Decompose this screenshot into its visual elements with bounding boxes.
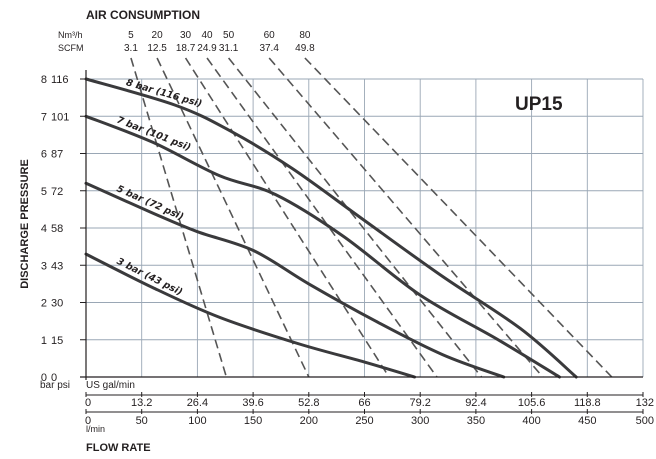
y-tick-label-bar: 1: [41, 335, 47, 347]
y-tick-label-psi: 30: [51, 298, 63, 310]
x-tick-label-gal: 92.4: [465, 397, 486, 409]
x-tick-label-gal: 118.8: [574, 397, 601, 409]
scfm-tick-24.9: 24.9: [197, 43, 217, 54]
nm3h-tick-60: 60: [264, 30, 276, 41]
curve-label-2: 5 bar (72 psi): [115, 183, 185, 222]
air-consumption-line-50: [229, 58, 482, 377]
x-tick-label-lmin: 450: [578, 415, 596, 427]
scfm-tick-49.8: 49.8: [295, 43, 315, 54]
scfm-label: SCFM: [58, 43, 84, 53]
x-tick-label-lmin: 350: [467, 415, 485, 427]
y-tick-label-bar: 5: [41, 186, 47, 198]
x-axis-title: FLOW RATE: [86, 442, 151, 454]
pressure-curve-1: [86, 116, 560, 377]
x-tick-label-gal: 132: [636, 397, 654, 409]
scfm-tick-12.5: 12.5: [147, 43, 167, 54]
y-tick-label-bar: 7: [41, 111, 47, 123]
nm3h-tick-50: 50: [223, 30, 235, 41]
y-tick-label-psi: 101: [51, 111, 69, 123]
bar-psi-label: bar psi: [40, 380, 70, 391]
gal-unit-label: US gal/min: [86, 380, 135, 391]
nm3h-tick-20: 20: [152, 30, 164, 41]
x-tick-label-gal: 26.4: [187, 397, 208, 409]
x-tick-label-lmin: 300: [411, 415, 429, 427]
y-tick-label-bar: 6: [41, 149, 47, 161]
y-tick-label-bar: 8: [41, 74, 47, 86]
air-consumption-line-60: [269, 58, 543, 377]
scfm-tick-18.7: 18.7: [176, 43, 196, 54]
x-tick-label-gal: 79.2: [409, 397, 430, 409]
x-tick-label-lmin: 400: [522, 415, 540, 427]
y-tick-label-bar: 4: [41, 223, 47, 235]
y-tick-label-psi: 72: [51, 186, 63, 198]
scfm-tick-3.1: 3.1: [124, 43, 138, 54]
x-tick-label-gal: 0: [85, 397, 91, 409]
air-consumption-title: AIR CONSUMPTION: [86, 8, 200, 22]
scfm-tick-31.1: 31.1: [219, 43, 239, 54]
x-tick-label-gal: 52.8: [298, 397, 319, 409]
nm3h-tick-40: 40: [201, 30, 213, 41]
x-tick-label-lmin: 250: [355, 415, 373, 427]
curve-label-3: 3 bar (43 psi): [115, 256, 184, 298]
lmin-unit-label: l/min: [86, 424, 105, 434]
x-tick-label-gal: 105.6: [518, 397, 546, 409]
y-tick-label-psi: 116: [51, 74, 69, 86]
y-tick-label-psi: 87: [51, 149, 63, 161]
air-consumption-line-80: [305, 58, 612, 377]
scfm-tick-37.4: 37.4: [259, 43, 279, 54]
x-tick-label-lmin: 100: [188, 415, 206, 427]
x-tick-label-gal: 66: [358, 397, 370, 409]
x-tick-label-lmin: 150: [244, 415, 262, 427]
y-tick-label-bar: 3: [41, 260, 47, 272]
x-tick-label-lmin: 500: [636, 415, 654, 427]
x-tick-label-gal: 13.2: [131, 397, 152, 409]
nm3h-label: Nm³/h: [58, 30, 83, 40]
y-tick-label-psi: 15: [51, 335, 63, 347]
nm3h-tick-30: 30: [180, 30, 192, 41]
nm3h-tick-80: 80: [299, 30, 311, 41]
x-tick-label-gal: 39.6: [242, 397, 263, 409]
x-tick-label-lmin: 200: [300, 415, 318, 427]
nm3h-tick-5: 5: [128, 30, 134, 41]
chart-title: UP15: [515, 94, 563, 115]
curve-label-1: 7 bar (101 psi): [115, 115, 192, 154]
pressure-curves: 8 bar (116 psi)7 bar (101 psi)5 bar (72 …: [86, 77, 576, 377]
y-axis-title: DISCHARGE PRESSURE: [19, 159, 31, 289]
air-consumption-ticks: 5 3.1 20 12.5 30 18.7 40 24.9 50 31.1 60 37.4 80 49.8: [124, 30, 315, 54]
y-tick-label-bar: 2: [41, 298, 47, 310]
chart-grid: [86, 79, 643, 377]
y-tick-label-psi: 43: [51, 260, 63, 272]
air-consumption-line-40: [207, 58, 437, 377]
y-tick-label-psi: 58: [51, 223, 63, 235]
x-tick-label-lmin: 50: [136, 415, 148, 427]
